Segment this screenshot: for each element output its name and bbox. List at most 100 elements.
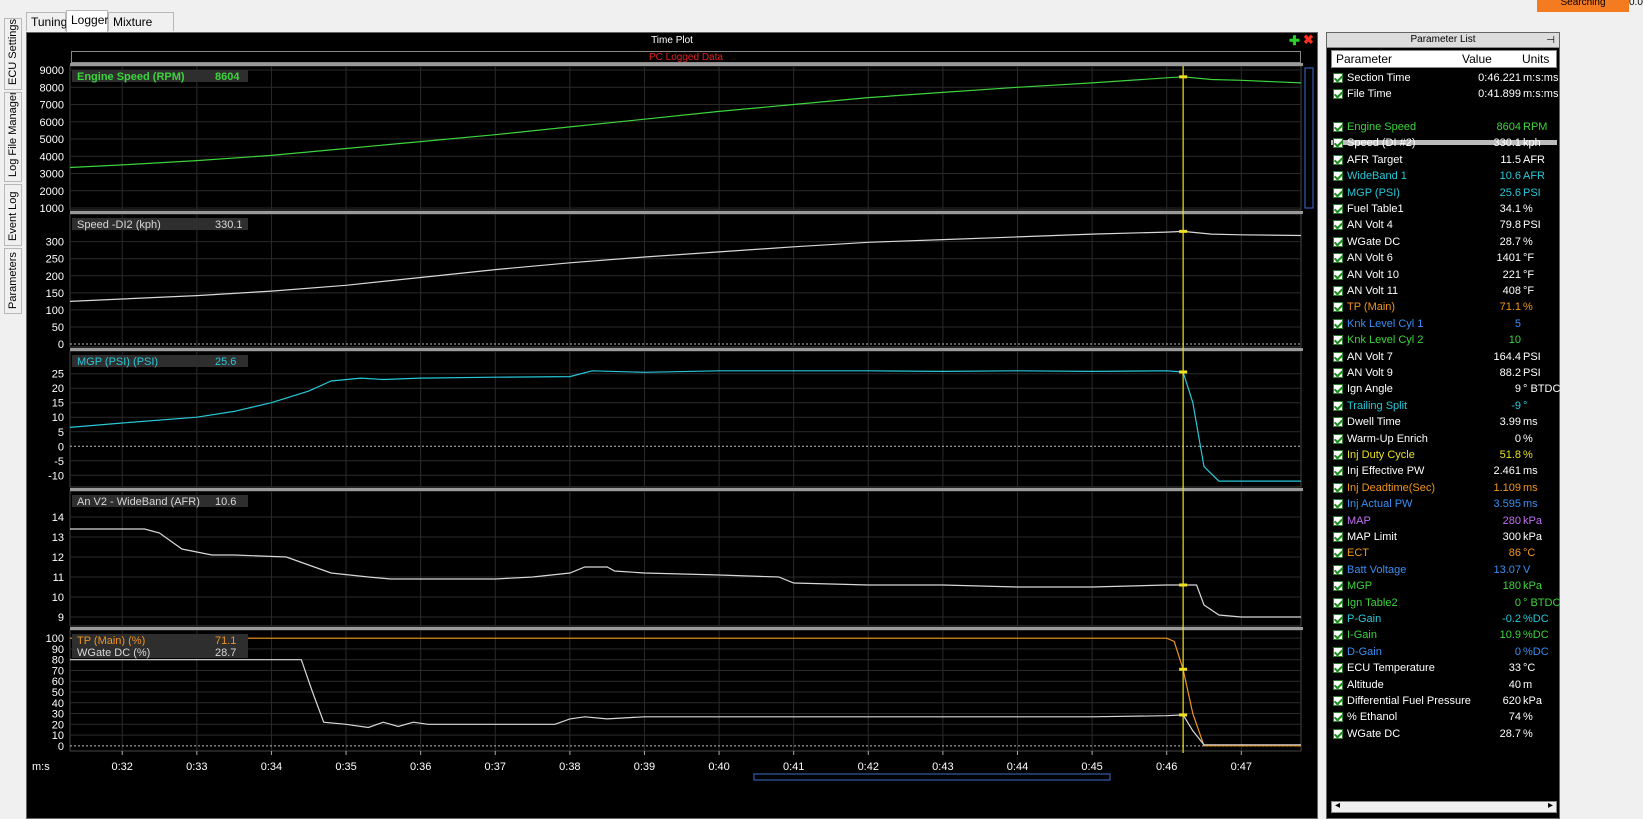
parameter-row[interactable]: Warm-Up Enrich 0% — [1331, 431, 1557, 447]
graph-check-icon[interactable] — [1333, 515, 1343, 526]
parameter-value: 1401 — [1496, 252, 1521, 265]
graph-check-icon[interactable] — [1333, 318, 1343, 329]
graph-check-icon[interactable] — [1333, 187, 1343, 198]
scroll-left-icon[interactable]: ◂ — [1335, 800, 1341, 811]
parameter-row[interactable]: Ign Table2 0 ° BTDC — [1331, 595, 1560, 611]
graph-check-icon[interactable] — [1333, 499, 1343, 510]
graph-check-icon[interactable] — [1333, 581, 1343, 592]
side-tab-ecu-settings[interactable]: ECU Settings — [4, 18, 22, 90]
parameter-row[interactable]: AN Volt 10 221 °F — [1331, 267, 1557, 283]
graph-check-icon[interactable] — [1333, 646, 1343, 657]
graph-check-icon[interactable] — [1333, 450, 1343, 460]
graph-check-icon[interactable] — [1333, 696, 1343, 706]
parameter-row[interactable]: AN Volt 11 408 °F — [1331, 283, 1557, 299]
parameter-row[interactable]: Dwell Time 3.99 ms — [1331, 414, 1557, 430]
tab-logger[interactable]: Logger — [66, 10, 108, 32]
graph-check-icon[interactable] — [1333, 286, 1343, 296]
graph-check-icon[interactable] — [1333, 171, 1343, 182]
tab-tuning[interactable]: Tuning — [26, 12, 67, 31]
parameter-row[interactable]: Fuel Table1 34.1% — [1331, 201, 1557, 217]
parameter-name: Trailing Split — [1347, 399, 1408, 412]
graph-check-icon[interactable] — [1333, 89, 1343, 100]
parameter-row[interactable]: Knk Level Cyl 1 5 — [1331, 316, 1557, 332]
graph-check-icon[interactable] — [1333, 351, 1343, 362]
graph-check-icon[interactable] — [1333, 73, 1343, 83]
graph-check-icon[interactable] — [1333, 154, 1343, 165]
graph-check-icon[interactable] — [1333, 138, 1343, 149]
graph-check-icon[interactable] — [1333, 384, 1343, 395]
parameter-row[interactable]: Knk Level Cyl 2 10 — [1331, 332, 1557, 348]
graph-check-icon[interactable] — [1333, 368, 1343, 378]
parameter-row[interactable]: Differential Fuel Pressure 620 kPa — [1331, 693, 1557, 709]
parameter-row[interactable]: AN Volt 4 79.8 PSI — [1331, 217, 1557, 233]
parameter-row[interactable]: AN Volt 9 88.2 PSI — [1331, 365, 1557, 381]
graph-check-icon[interactable] — [1333, 433, 1343, 444]
parameter-row[interactable]: Inj Actual PW 3.595 ms — [1331, 496, 1557, 512]
parameter-row[interactable]: MGP (PSI) 25.6 PSI — [1331, 185, 1557, 201]
parameter-row[interactable]: AN Volt 7 164.4 PSI — [1331, 349, 1557, 365]
parameter-row[interactable]: AN Volt 6 1401 °F — [1331, 250, 1557, 266]
tab-mixture-map[interactable]: Mixture Map — [108, 12, 174, 48]
parameter-list-scrollbar[interactable]: ◂ ▸ — [1331, 800, 1557, 813]
parameter-row[interactable]: MAP Limit 300 kPa — [1331, 529, 1557, 545]
graph-check-icon[interactable] — [1333, 532, 1343, 542]
parameter-row[interactable]: MGP 180 kPa — [1331, 578, 1557, 594]
parameter-row[interactable]: Ign Angle 9 ° BTDC — [1331, 381, 1560, 397]
graph-check-icon[interactable] — [1333, 236, 1343, 247]
graph-check-icon[interactable] — [1333, 400, 1343, 411]
graph-check-icon[interactable] — [1333, 204, 1343, 214]
graph-check-icon[interactable] — [1333, 728, 1343, 739]
column-parameter[interactable]: Parameter — [1336, 52, 1393, 66]
graph-check-icon[interactable] — [1333, 482, 1343, 493]
parameter-row[interactable]: MAP 280 kPa — [1331, 513, 1557, 529]
parameter-row[interactable]: P-Gain -0.2 %DC — [1331, 611, 1557, 627]
graph-check-icon[interactable] — [1333, 614, 1343, 624]
pin-icon[interactable]: ⊣ — [1546, 35, 1555, 46]
graph-check-icon[interactable] — [1333, 564, 1343, 575]
graph-check-icon[interactable] — [1333, 630, 1343, 641]
graph-check-icon[interactable] — [1333, 253, 1343, 264]
graph-check-icon[interactable] — [1333, 597, 1343, 608]
parameter-row[interactable]: Batt Voltage 13.07 V — [1331, 562, 1557, 578]
parameter-row[interactable]: D-Gain 0 %DC — [1331, 644, 1557, 660]
graph-check-icon[interactable] — [1333, 712, 1343, 723]
add-plot-icon[interactable]: ✚ — [1289, 33, 1300, 48]
parameter-row[interactable]: ECU Temperature 33 °C — [1331, 660, 1557, 676]
parameter-row[interactable]: Inj Duty Cycle 51.8% — [1331, 447, 1557, 463]
scroll-right-icon[interactable]: ▸ — [1547, 800, 1553, 811]
parameter-row[interactable]: File Time 0:41.899 m:s:ms — [1331, 86, 1558, 102]
parameter-row[interactable]: % Ethanol 74% — [1331, 709, 1557, 725]
parameter-row[interactable]: WGate DC 28.7% — [1331, 726, 1557, 742]
y-tick-label: 14 — [52, 512, 64, 524]
graph-check-icon[interactable] — [1333, 335, 1343, 346]
parameter-row[interactable]: Engine Speed 8604 RPM — [1331, 119, 1557, 135]
time-plot-chart[interactable]: 900080007000600050004000300020001000Engi… — [27, 33, 1317, 818]
parameter-row[interactable]: Speed (DI #2) 330.1 kph — [1331, 135, 1557, 151]
graph-check-icon[interactable] — [1333, 548, 1343, 559]
column-value[interactable]: Value — [1462, 52, 1492, 66]
parameter-row[interactable]: Inj Deadtime(Sec) 1.109 ms — [1331, 480, 1557, 496]
graph-check-icon[interactable] — [1333, 220, 1343, 231]
parameter-row[interactable]: Section Time 0:46.221 m:s:ms — [1331, 70, 1558, 86]
graph-check-icon[interactable] — [1333, 302, 1343, 313]
side-tab-event-log[interactable]: Event Log — [4, 184, 22, 246]
parameter-row[interactable]: AFR Target 11.5 AFR — [1331, 152, 1557, 168]
graph-check-icon[interactable] — [1333, 663, 1343, 674]
graph-check-icon[interactable] — [1333, 269, 1343, 280]
parameter-row[interactable]: WideBand 1 10.6 AFR — [1331, 168, 1557, 184]
parameter-row[interactable]: Inj Effective PW 2.461 ms — [1331, 463, 1557, 479]
graph-check-icon[interactable] — [1333, 122, 1343, 132]
side-tab-log-file-manager[interactable]: Log File Manager — [4, 92, 22, 182]
graph-check-icon[interactable] — [1333, 417, 1343, 428]
side-tab-parameters[interactable]: Parameters — [4, 248, 22, 314]
graph-check-icon[interactable] — [1333, 466, 1343, 477]
close-icon[interactable]: ✖ — [1303, 32, 1314, 47]
parameter-row[interactable]: WGate DC 28.7% — [1331, 234, 1557, 250]
parameter-row[interactable]: Altitude 40 m — [1331, 677, 1557, 693]
parameter-row[interactable]: I-Gain 10.9 %DC — [1331, 627, 1557, 643]
parameter-row[interactable]: TP (Main) 71.1% — [1331, 299, 1557, 315]
parameter-row[interactable]: ECT 86 °C — [1331, 545, 1557, 561]
parameter-row[interactable]: Trailing Split -9 ° — [1331, 398, 1557, 414]
column-units[interactable]: Units — [1522, 52, 1550, 66]
graph-check-icon[interactable] — [1333, 679, 1343, 690]
